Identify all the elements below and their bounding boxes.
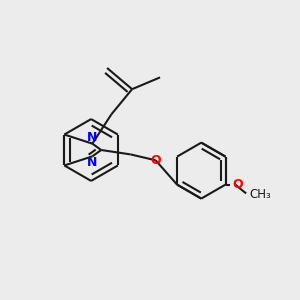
Text: O: O xyxy=(232,178,243,190)
Text: N: N xyxy=(87,131,98,144)
Text: CH₃: CH₃ xyxy=(250,188,272,201)
Text: N: N xyxy=(87,156,98,169)
Text: O: O xyxy=(150,154,161,167)
